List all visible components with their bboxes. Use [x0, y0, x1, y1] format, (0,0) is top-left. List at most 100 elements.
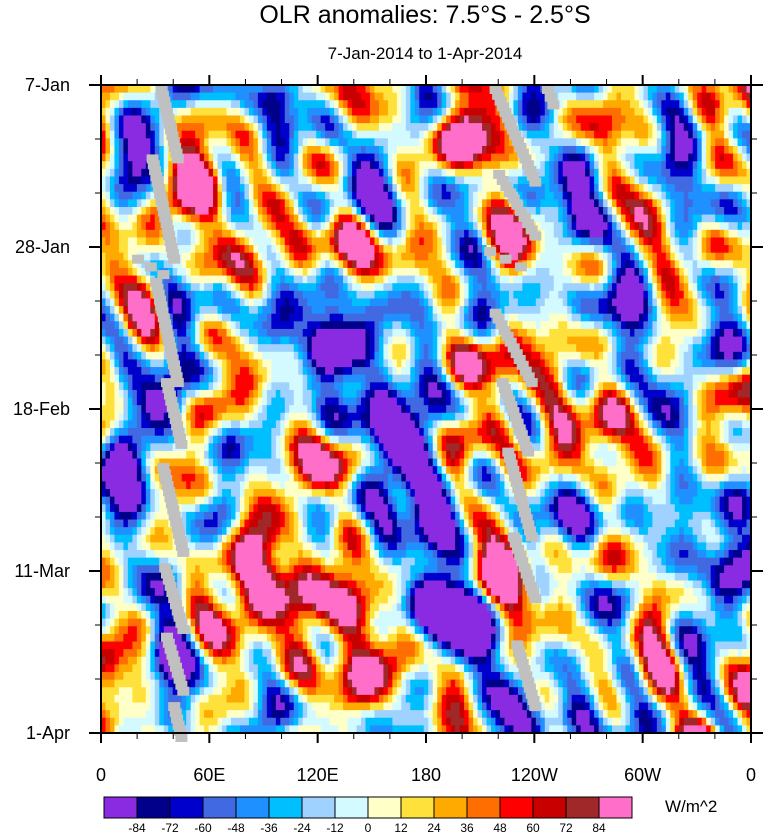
heatmap-cell	[410, 321, 415, 329]
heatmap-cell	[469, 154, 474, 162]
heatmap-cell	[173, 207, 178, 215]
heatmap-cell	[599, 321, 604, 329]
heatmap-cell	[455, 260, 460, 268]
heatmap-cell	[469, 298, 474, 306]
heatmap-cell	[437, 131, 442, 139]
heatmap-cell	[132, 146, 137, 154]
heatmap-cell	[357, 253, 362, 261]
heatmap-cell	[298, 260, 303, 268]
heatmap-cell	[321, 329, 326, 337]
heatmap-cell	[567, 298, 572, 306]
heatmap-cell	[330, 108, 335, 116]
heatmap-cell	[379, 314, 384, 322]
heatmap-cell	[128, 329, 133, 337]
heatmap-cell	[240, 169, 245, 177]
heatmap-cell	[495, 222, 500, 230]
heatmap-cell	[312, 230, 317, 238]
heatmap-cell	[406, 329, 411, 337]
heatmap-cell	[504, 85, 509, 93]
heatmap-cell	[531, 199, 536, 207]
heatmap-cell	[702, 154, 707, 162]
heatmap-cell	[469, 207, 474, 215]
heatmap-cell	[590, 268, 595, 276]
heatmap-cell	[729, 138, 734, 146]
heatmap-cell	[648, 207, 653, 215]
heatmap-cell	[316, 329, 321, 337]
heatmap-cell	[608, 230, 613, 238]
heatmap-cell	[276, 176, 281, 184]
heatmap-cell	[446, 329, 451, 337]
heatmap-cell	[478, 314, 483, 322]
heatmap-cell	[518, 100, 523, 108]
heatmap-cell	[688, 184, 693, 192]
heatmap-cell	[684, 245, 689, 253]
heatmap-cell	[325, 207, 330, 215]
heatmap-cell	[648, 146, 653, 154]
heatmap-cell	[182, 131, 187, 139]
heatmap-cell	[442, 100, 447, 108]
heatmap-cell	[357, 115, 362, 123]
heatmap-cell	[549, 146, 554, 154]
heatmap-cell	[182, 321, 187, 329]
heatmap-cell	[451, 176, 456, 184]
heatmap-cell	[652, 237, 657, 245]
heatmap-cell	[348, 337, 353, 345]
heatmap-cell	[733, 138, 738, 146]
heatmap-cell	[365, 329, 370, 337]
heatmap-cell	[473, 176, 478, 184]
heatmap-cell	[460, 100, 465, 108]
heatmap-cell	[401, 154, 406, 162]
heatmap-cell	[608, 329, 613, 337]
heatmap-cell	[545, 276, 550, 284]
heatmap-cell	[357, 321, 362, 329]
heatmap-cell	[352, 237, 357, 245]
heatmap-cell	[218, 161, 223, 169]
heatmap-cell	[666, 115, 671, 123]
heatmap-cell	[195, 268, 200, 276]
heatmap-cell	[298, 146, 303, 154]
heatmap-cell	[146, 337, 151, 345]
heatmap-cell	[527, 253, 532, 261]
heatmap-cell	[177, 184, 182, 192]
heatmap-cell	[312, 192, 317, 200]
heatmap-cell	[473, 329, 478, 337]
heatmap-cell	[693, 268, 698, 276]
heatmap-cell	[729, 85, 734, 93]
heatmap-cell	[652, 146, 657, 154]
heatmap-cell	[303, 283, 308, 291]
heatmap-cell	[182, 298, 187, 306]
heatmap-cell	[339, 146, 344, 154]
heatmap-cell	[218, 108, 223, 116]
heatmap-cell	[195, 169, 200, 177]
heatmap-cell	[397, 268, 402, 276]
heatmap-cell	[428, 85, 433, 93]
heatmap-cell	[397, 100, 402, 108]
heatmap-cell	[639, 138, 644, 146]
heatmap-cell	[554, 115, 559, 123]
heatmap-cell	[227, 306, 232, 314]
heatmap-cell	[711, 283, 716, 291]
heatmap-cell	[379, 184, 384, 192]
heatmap-cell	[227, 215, 232, 223]
heatmap-cell	[715, 253, 720, 261]
heatmap-cell	[357, 283, 362, 291]
heatmap-cell	[684, 154, 689, 162]
heatmap-cell	[581, 222, 586, 230]
heatmap-cell	[316, 146, 321, 154]
heatmap-cell	[451, 283, 456, 291]
heatmap-cell	[478, 161, 483, 169]
heatmap-cell	[442, 222, 447, 230]
heatmap-cell	[478, 108, 483, 116]
heatmap-cell	[720, 138, 725, 146]
heatmap-cell	[361, 215, 366, 223]
heatmap-cell	[549, 169, 554, 177]
heatmap-cell	[267, 192, 272, 200]
heatmap-cell	[312, 199, 317, 207]
heatmap-cell	[715, 146, 720, 154]
heatmap-cell	[540, 161, 545, 169]
heatmap-cell	[222, 314, 227, 322]
heatmap-cell	[119, 344, 124, 352]
heatmap-cell	[204, 131, 209, 139]
heatmap-cell	[392, 306, 397, 314]
heatmap-cell	[666, 93, 671, 101]
